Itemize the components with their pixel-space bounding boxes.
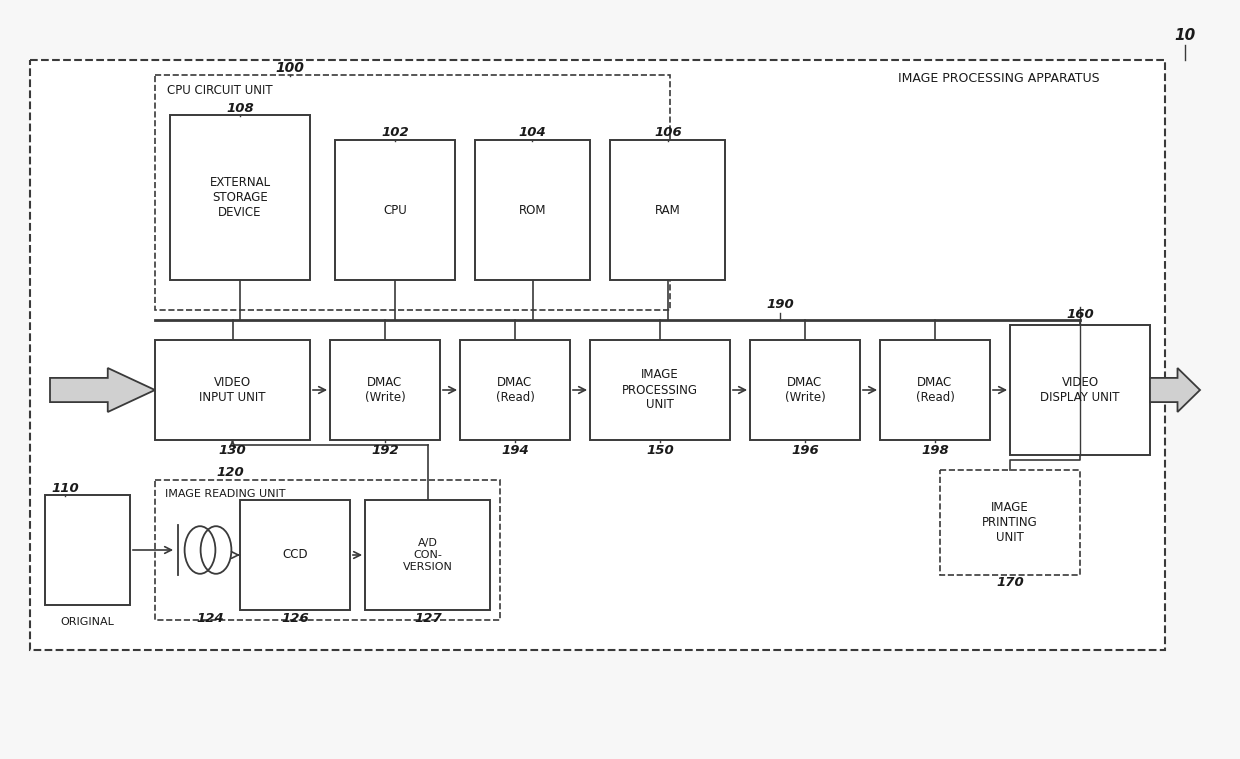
Text: 120: 120 [216,465,244,478]
Bar [30,60,1166,650]
Text: ROM: ROM [518,203,547,216]
Bar [475,140,590,280]
Text: DMAC
(Write): DMAC (Write) [785,376,826,404]
Text: 10: 10 [1174,27,1195,43]
Text: 160: 160 [1066,308,1094,322]
Text: 102: 102 [381,127,409,140]
Text: CPU CIRCUIT UNIT: CPU CIRCUIT UNIT [167,84,273,97]
Bar [365,500,490,610]
Text: DMAC
(Read): DMAC (Read) [915,376,955,404]
Text: 198: 198 [921,443,949,456]
Text: IMAGE
PRINTING
UNIT: IMAGE PRINTING UNIT [982,501,1038,544]
Bar [940,470,1080,575]
Bar [170,115,310,280]
Text: VIDEO
DISPLAY UNIT: VIDEO DISPLAY UNIT [1040,376,1120,404]
Text: ORIGINAL: ORIGINAL [61,617,114,627]
Text: 196: 196 [791,443,818,456]
Text: 150: 150 [646,443,673,456]
Polygon shape [50,368,155,412]
Text: IMAGE
PROCESSING
UNIT: IMAGE PROCESSING UNIT [622,369,698,411]
Bar [1011,325,1149,455]
Bar [241,500,350,610]
Text: 106: 106 [655,127,682,140]
Bar [335,140,455,280]
Text: 108: 108 [226,102,254,115]
Text: 127: 127 [414,612,441,625]
Text: DMAC
(Write): DMAC (Write) [365,376,405,404]
Text: 110: 110 [51,481,79,495]
Bar [155,75,670,310]
Text: 190: 190 [766,298,794,311]
Text: RAM: RAM [655,203,681,216]
Text: 124: 124 [196,612,224,625]
Text: CPU: CPU [383,203,407,216]
Bar [330,340,440,440]
Text: 104: 104 [518,127,546,140]
Text: A/D
CON-
VERSION: A/D CON- VERSION [403,538,453,572]
Text: 100: 100 [275,61,305,75]
Bar [155,480,500,620]
Text: VIDEO
INPUT UNIT: VIDEO INPUT UNIT [200,376,265,404]
Text: IMAGE READING UNIT: IMAGE READING UNIT [165,489,285,499]
Polygon shape [1149,368,1200,412]
Bar [590,340,730,440]
Bar [880,340,990,440]
Bar [460,340,570,440]
Text: CCD: CCD [283,549,308,562]
Text: IMAGE PROCESSING APPARATUS: IMAGE PROCESSING APPARATUS [898,71,1100,84]
Text: 170: 170 [996,577,1024,590]
Text: EXTERNAL
STORAGE
DEVICE: EXTERNAL STORAGE DEVICE [210,176,270,219]
Text: 130: 130 [218,443,246,456]
Bar [155,340,310,440]
Text: 194: 194 [501,443,529,456]
Text: 192: 192 [371,443,399,456]
Bar [45,495,130,605]
Bar [750,340,861,440]
Bar [610,140,725,280]
Text: DMAC
(Read): DMAC (Read) [496,376,534,404]
Text: 126: 126 [281,612,309,625]
